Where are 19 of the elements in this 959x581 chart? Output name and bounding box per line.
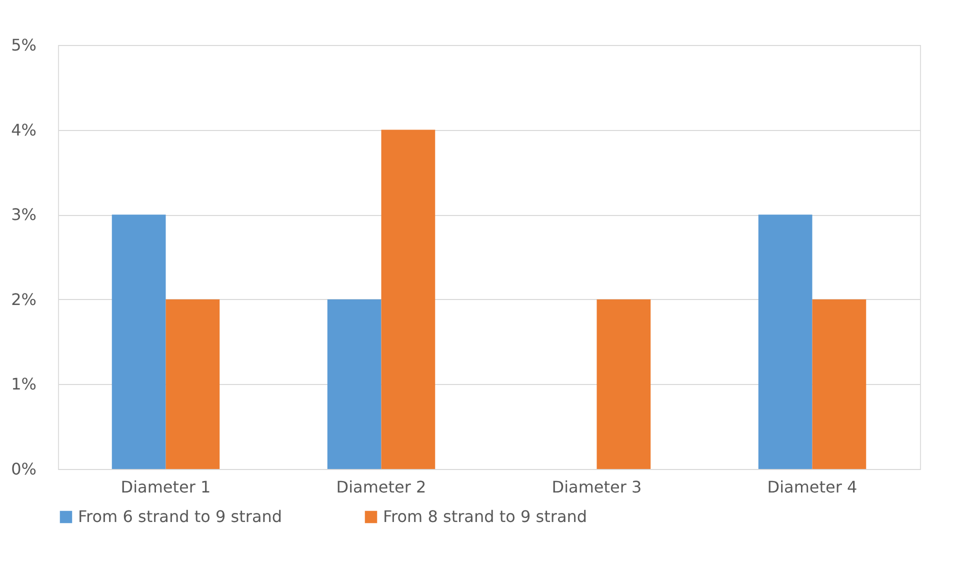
x-tick-label: Diameter 2 xyxy=(336,478,426,496)
bar xyxy=(327,299,382,469)
y-tick-label: 4% xyxy=(11,120,36,140)
bar xyxy=(381,130,436,469)
bar xyxy=(596,299,651,469)
y-tick-label: 3% xyxy=(11,205,36,224)
y-tick-label: 1% xyxy=(11,374,36,394)
bar xyxy=(758,214,812,469)
bar xyxy=(166,299,220,469)
y-tick-label: 2% xyxy=(11,290,36,309)
x-tick-label: Diameter 1 xyxy=(120,478,211,496)
bar xyxy=(112,214,166,469)
y-tick-label: 5% xyxy=(11,36,36,54)
x-tick-label: Diameter 4 xyxy=(767,478,858,496)
x-tick-label: Diameter 3 xyxy=(552,478,642,496)
bar xyxy=(812,299,866,469)
legend-label: From 6 strand to 9 strand xyxy=(78,507,282,526)
legend-label: From 8 strand to 9 strand xyxy=(383,507,588,526)
y-tick-label: 0% xyxy=(11,460,36,478)
